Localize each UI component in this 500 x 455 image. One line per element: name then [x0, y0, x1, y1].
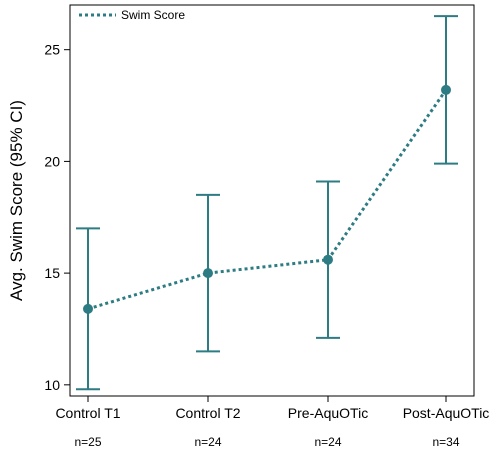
x-tick-label-0: Control T1 [55, 405, 120, 421]
series-swim-score [83, 84, 451, 314]
legend: Swim Score [79, 8, 185, 22]
x-tick-label-3: Post-AquOTic [403, 405, 490, 421]
data-point-3 [441, 84, 451, 95]
y-axis-label: Avg. Swim Score (95% CI) [7, 100, 26, 301]
y-axis: 10 15 20 25 [44, 42, 70, 393]
x-tick-label-2: Pre-AquOTic [288, 405, 368, 421]
data-point-0 [83, 303, 93, 314]
sample-size-label-1: n=24 [194, 435, 221, 449]
legend-label-swim-score: Swim Score [121, 8, 185, 22]
data-point-1 [203, 268, 213, 279]
sample-size-label-3: n=34 [432, 435, 459, 449]
y-tick-label-15: 15 [44, 265, 60, 281]
y-tick-label-20: 20 [44, 153, 60, 169]
y-tick-label-10: 10 [44, 377, 60, 393]
error-bars [76, 15, 458, 391]
plot-frame [69, 4, 475, 397]
x-tick-label-1: Control T2 [175, 405, 240, 421]
sample-size-label-2: n=24 [314, 435, 341, 449]
x-axis: Control T1 n=25 Control T2 n=24 Pre-AquOTic n… [55, 396, 489, 449]
y-tick-label-25: 25 [44, 42, 60, 58]
series-line-swim-score [87, 89, 448, 311]
plot-border [69, 4, 475, 397]
data-point-2 [323, 254, 333, 265]
sample-size-label-0: n=25 [74, 435, 101, 449]
